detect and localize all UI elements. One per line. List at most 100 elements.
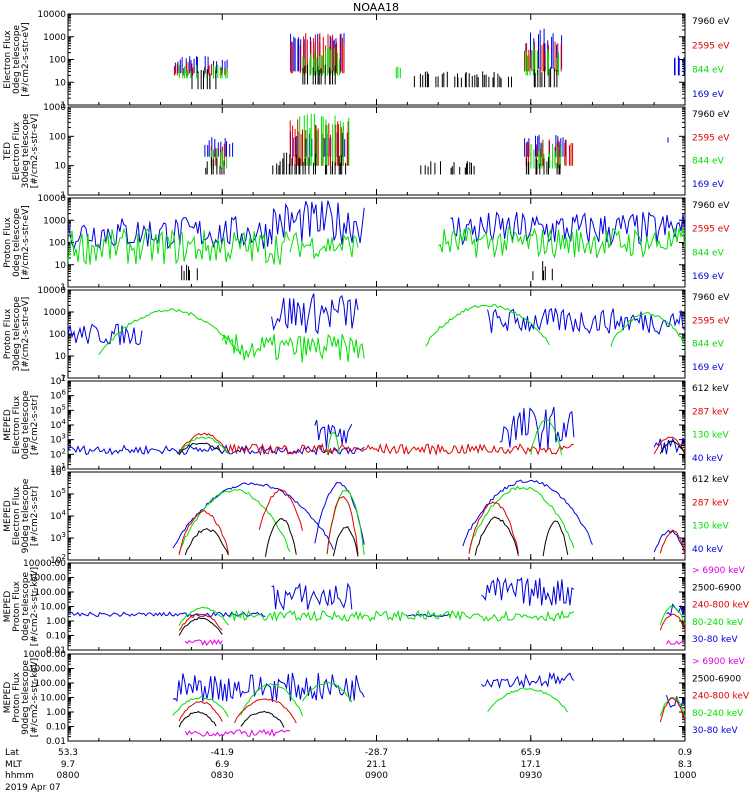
y-tick-label: 1000 — [43, 216, 66, 226]
series-trace — [178, 432, 229, 455]
y-axis-label: [#/cm2-s-str-eV] — [21, 205, 31, 280]
legend-label: 30-80 keV — [692, 726, 738, 736]
data-layer — [204, 113, 669, 175]
series-magenta — [184, 728, 291, 738]
series-blue — [68, 200, 685, 250]
y-tick-label: 10 — [55, 261, 67, 271]
series-trace — [191, 69, 217, 90]
series-trace — [98, 308, 242, 356]
footer-lat-value: -41.9 — [211, 748, 235, 758]
legend-label: 80-240 keV — [692, 618, 744, 628]
y-axis-label: Proton Flux — [3, 217, 13, 268]
legend-label: 169 eV — [692, 272, 725, 282]
series-black — [191, 64, 558, 90]
series-trace — [178, 436, 229, 455]
footer-mlt-value: 17.1 — [521, 760, 541, 770]
series-trace — [172, 696, 229, 718]
series-black — [178, 616, 223, 636]
panel-meped-proton-90deg: 0.01 0.10 1.00 10.00 100.00 1000.00 10000.00 ME… — [3, 650, 750, 747]
series-trace — [425, 303, 550, 347]
legend-label: 844 eV — [692, 248, 725, 258]
series-trace — [450, 211, 685, 247]
panel-ted-proton-30deg: 1 10 100 1000 10000 Proton Flux 30deg telescop… — [3, 286, 730, 384]
legend-label: 169 eV — [692, 180, 725, 190]
series-trace — [240, 683, 303, 717]
y-tick-label: 103 — [50, 433, 66, 446]
series-trace — [184, 728, 291, 738]
series-red — [173, 33, 562, 76]
series-red — [210, 119, 574, 166]
y-tick-label: 1 — [60, 374, 66, 384]
legend-label: 287 keV — [692, 498, 729, 508]
series-trace — [437, 226, 685, 259]
legend-label: 80-240 keV — [692, 709, 744, 719]
legend-label: 844 eV — [692, 340, 725, 350]
series-trace — [178, 613, 223, 631]
series-black — [178, 440, 685, 456]
legend-label: 612 keV — [692, 384, 729, 394]
series-trace — [272, 152, 347, 175]
series-trace — [533, 66, 558, 88]
y-axis-label: Electron Flux — [3, 30, 13, 89]
legend-label: 130 keV — [692, 431, 729, 441]
series-trace — [204, 137, 234, 157]
series-green — [178, 44, 559, 79]
footer-lat-value: 0.9 — [678, 748, 693, 758]
y-tick-label: 103 — [50, 531, 66, 544]
series-trace — [462, 479, 593, 547]
series-green — [228, 609, 575, 622]
y-axis-label: 0deg telescope — [12, 25, 22, 95]
series-blue — [68, 406, 685, 456]
footer-hhmm-value: 0900 — [365, 771, 388, 781]
series-green — [221, 334, 365, 363]
series-trace — [326, 495, 359, 555]
series-green — [172, 681, 685, 718]
series-trace — [68, 444, 365, 456]
series-blue — [68, 293, 685, 346]
footer-row-label: Lat — [5, 748, 20, 758]
y-tick-label: 100.00 — [35, 588, 67, 598]
series-blue — [172, 479, 685, 556]
y-axis-label: 90deg telescope — [21, 478, 31, 553]
series-trace — [542, 520, 569, 557]
series-red — [178, 432, 685, 455]
series-trace — [487, 687, 569, 713]
y-tick-label: 1000 — [43, 33, 66, 43]
y-tick-label: 1 — [60, 101, 66, 111]
y-axis-label: Proton Flux — [12, 672, 22, 723]
series-red — [178, 488, 685, 556]
plot-frame — [67, 13, 686, 106]
y-tick-label: 100 — [49, 56, 66, 66]
legend-label: 7960 eV — [692, 293, 730, 303]
series-trace — [184, 639, 223, 646]
date-label: 2019 Apr 07 — [5, 783, 61, 793]
series-trace — [264, 518, 297, 557]
legend-label: 169 eV — [692, 90, 725, 100]
series-trace — [487, 308, 685, 335]
legend-label: 2595 eV — [692, 41, 730, 51]
panel-ted-proton-0deg: 1 10 100 1000 10000 Proton Flux 0deg telescope… — [3, 194, 730, 293]
data-layer — [173, 28, 685, 90]
series-trace — [227, 442, 574, 457]
legend-label: 2595 eV — [692, 225, 730, 235]
plot-frame — [67, 106, 686, 196]
footer-hhmm-value: 0930 — [519, 771, 542, 781]
y-tick-label: 105 — [50, 403, 66, 416]
series-black — [205, 152, 561, 175]
y-tick-label: 0.10 — [46, 723, 66, 733]
y-axis-label: [#/cm2-s-str] — [30, 486, 40, 546]
series-trace — [530, 419, 563, 455]
series-black — [181, 261, 553, 281]
series-trace — [674, 55, 685, 76]
series-green — [178, 419, 563, 456]
legend-label: 130 keV — [692, 522, 729, 532]
y-axis-label: MEPED — [3, 409, 13, 441]
y-axis-label: 30deg telescope — [21, 113, 31, 188]
series-trace — [659, 697, 685, 723]
series-trace — [653, 437, 685, 455]
y-axis-label: 30deg telescope — [12, 296, 22, 371]
series-blue — [174, 28, 685, 76]
